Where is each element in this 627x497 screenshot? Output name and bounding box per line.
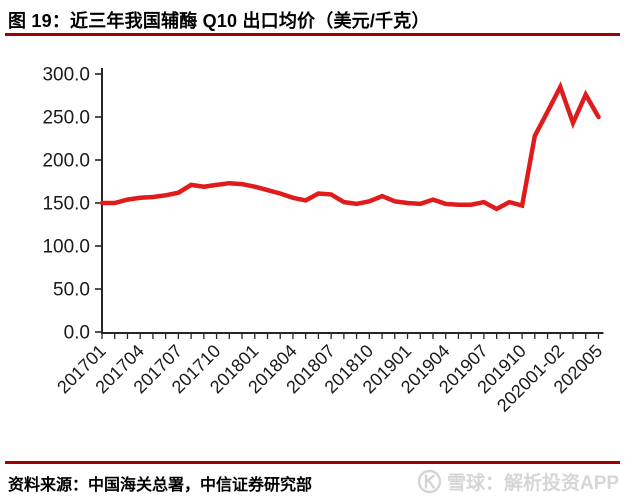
y-tick-label: 50.0: [53, 280, 90, 301]
y-axis: 0.0 50.0 100.0 150.0 200.0 250.0 300.0: [42, 65, 103, 344]
watermark-label: 雪球：解析投资APP: [447, 473, 620, 494]
y-tick-label: 100.0: [42, 237, 90, 258]
y-tick-label: 300.0: [42, 65, 90, 86]
y-tick-label: 150.0: [42, 194, 90, 215]
y-tick-label: 250.0: [42, 108, 90, 129]
data-source-note: 资料来源：中国海关总署，中信证券研究部: [8, 477, 313, 494]
footer-divider-rule: [5, 461, 620, 464]
xueqiu-logo-icon: [417, 469, 442, 494]
figure-title: 图 19：近三年我国辅酶 Q10 出口均价（美元/千克）: [8, 11, 430, 31]
y-tick-label: 200.0: [42, 151, 90, 172]
export-price-line: [99, 81, 601, 212]
y-tick-label: 0.0: [64, 323, 90, 344]
x-axis: 2017012017042017072017102018012018042018…: [53, 332, 606, 416]
watermark: 雪球：解析投资APP: [417, 468, 619, 495]
title-divider-rule: [5, 33, 620, 36]
price-series-line: [99, 81, 601, 212]
